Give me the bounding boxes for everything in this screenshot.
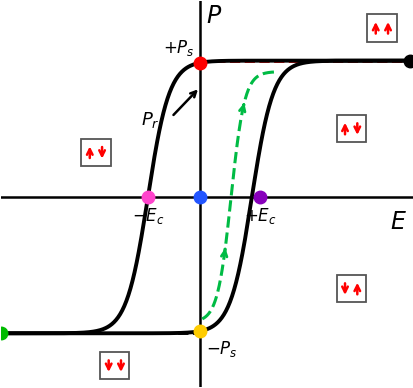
Text: $E$: $E$ xyxy=(389,210,406,234)
Bar xyxy=(336,115,365,142)
Text: $-E_c$: $-E_c$ xyxy=(131,206,164,226)
Bar xyxy=(81,139,110,166)
Text: $+E_c$: $+E_c$ xyxy=(244,206,276,226)
Bar xyxy=(336,275,365,303)
Text: $+P_s$: $+P_s$ xyxy=(163,38,195,58)
Bar xyxy=(100,352,129,379)
Bar xyxy=(366,14,396,42)
Text: $-P_s$: $-P_s$ xyxy=(205,339,237,359)
Text: $P_r$: $P_r$ xyxy=(141,110,159,130)
Text: $P$: $P$ xyxy=(205,4,221,28)
